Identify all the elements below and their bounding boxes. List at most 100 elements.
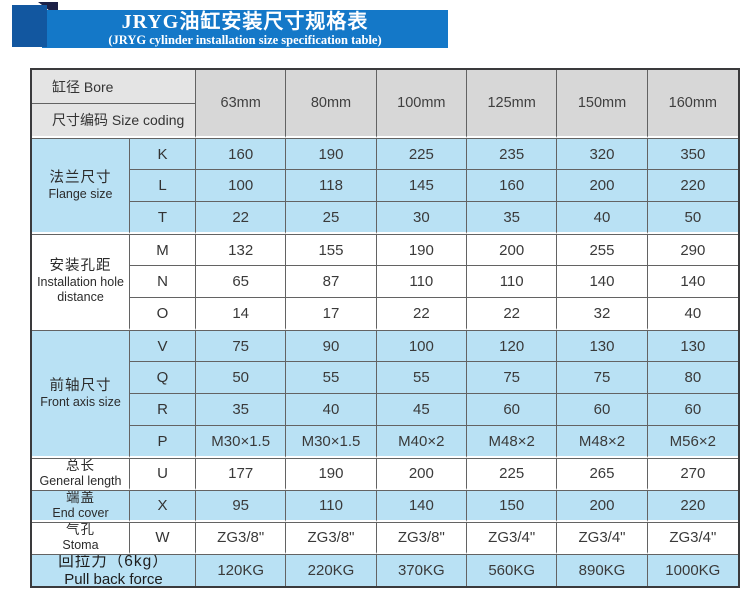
title-ribbon: JRYG油缸安装尺寸规格表 (JRYG cylinder installatio… — [42, 10, 448, 48]
decor-square — [12, 5, 47, 47]
cell-V-63mm: 75 — [196, 330, 287, 362]
cell-U-150mm: 265 — [557, 458, 648, 490]
cell-N-125mm: 110 — [467, 266, 558, 298]
row-code-K: K — [130, 138, 196, 170]
cell-R-100mm: 45 — [376, 394, 467, 426]
cell-P-160mm: M56×2 — [647, 426, 738, 458]
cell-L-63mm: 100 — [196, 170, 287, 202]
cell-L-150mm: 200 — [557, 170, 648, 202]
cell-T-160mm: 50 — [647, 202, 738, 234]
cell-T-80mm: 25 — [286, 202, 377, 234]
section-label-stoma: 气孔 Stoma — [32, 522, 130, 554]
cell-K-150mm: 320 — [557, 138, 648, 170]
section-label-pull-back-force: 回拉力（6kg） Pull back force — [32, 554, 196, 586]
cell-K-125mm: 235 — [467, 138, 558, 170]
cell-pull-back-force-100mm: 370KG — [376, 554, 467, 586]
cell-T-100mm: 30 — [376, 202, 467, 234]
row-code-O: O — [130, 298, 196, 330]
cell-U-160mm: 270 — [647, 458, 738, 490]
cell-X-63mm: 95 — [196, 490, 287, 522]
page-subtitle: (JRYG cylinder installation size specifi… — [108, 32, 382, 47]
cell-Q-160mm: 80 — [647, 362, 738, 394]
page-title: JRYG油缸安装尺寸规格表 — [121, 10, 369, 33]
cell-W-125mm: ZG3/4" — [467, 522, 558, 554]
cell-pull-back-force-63mm: 120KG — [196, 554, 287, 586]
cell-K-80mm: 190 — [286, 138, 377, 170]
cell-N-80mm: 87 — [286, 266, 377, 298]
section-label-installation-hole-distance: 安装孔距 Installation hole distance — [32, 234, 130, 330]
cell-Q-150mm: 75 — [557, 362, 648, 394]
cell-U-80mm: 190 — [286, 458, 377, 490]
title-banner: JRYG油缸安装尺寸规格表 (JRYG cylinder installatio… — [0, 0, 750, 60]
row-code-U: U — [130, 458, 196, 490]
cell-Q-80mm: 55 — [286, 362, 377, 394]
cell-M-100mm: 190 — [376, 234, 467, 266]
cell-P-63mm: M30×1.5 — [196, 426, 287, 458]
cell-V-150mm: 130 — [557, 330, 648, 362]
cell-M-125mm: 200 — [467, 234, 558, 266]
cell-O-160mm: 40 — [647, 298, 738, 330]
cell-U-125mm: 225 — [467, 458, 558, 490]
cell-W-63mm: ZG3/8" — [196, 522, 287, 554]
row-code-V: V — [130, 330, 196, 362]
cell-W-80mm: ZG3/8" — [286, 522, 377, 554]
cell-P-80mm: M30×1.5 — [286, 426, 377, 458]
cell-N-100mm: 110 — [376, 266, 467, 298]
cell-X-125mm: 150 — [467, 490, 558, 522]
cell-L-160mm: 220 — [647, 170, 738, 202]
cell-R-160mm: 60 — [647, 394, 738, 426]
section-label-front-axis-size: 前轴尺寸 Front axis size — [32, 330, 130, 458]
cell-U-63mm: 177 — [196, 458, 287, 490]
row-code-M: M — [130, 234, 196, 266]
cell-X-150mm: 200 — [557, 490, 648, 522]
row-code-X: X — [130, 490, 196, 522]
column-header-150mm: 150mm — [557, 70, 648, 138]
cell-V-160mm: 130 — [647, 330, 738, 362]
cell-R-125mm: 60 — [467, 394, 558, 426]
cell-O-80mm: 17 — [286, 298, 377, 330]
cell-P-125mm: M48×2 — [467, 426, 558, 458]
row-code-R: R — [130, 394, 196, 426]
row-code-L: L — [130, 170, 196, 202]
cell-N-63mm: 65 — [196, 266, 287, 298]
cell-W-150mm: ZG3/4" — [557, 522, 648, 554]
cell-V-80mm: 90 — [286, 330, 377, 362]
cell-P-150mm: M48×2 — [557, 426, 648, 458]
cell-W-100mm: ZG3/8" — [376, 522, 467, 554]
header-bore-label: 缸径 Bore — [32, 70, 196, 104]
cell-R-80mm: 40 — [286, 394, 377, 426]
cell-O-150mm: 32 — [557, 298, 648, 330]
cell-U-100mm: 200 — [376, 458, 467, 490]
cell-M-63mm: 132 — [196, 234, 287, 266]
cell-P-100mm: M40×2 — [376, 426, 467, 458]
cell-O-63mm: 14 — [196, 298, 287, 330]
row-code-P: P — [130, 426, 196, 458]
cell-pull-back-force-150mm: 890KG — [557, 554, 648, 586]
spec-table: 缸径 Bore 尺寸编码 Size coding 63mm 80mm 100mm 125m… — [30, 68, 740, 588]
column-header-125mm: 125mm — [467, 70, 558, 138]
cell-L-125mm: 160 — [467, 170, 558, 202]
cell-Q-125mm: 75 — [467, 362, 558, 394]
column-header-100mm: 100mm — [376, 70, 467, 138]
cell-M-150mm: 255 — [557, 234, 648, 266]
cell-M-80mm: 155 — [286, 234, 377, 266]
cell-pull-back-force-125mm: 560KG — [467, 554, 558, 586]
cell-pull-back-force-160mm: 1000KG — [647, 554, 738, 586]
cell-X-160mm: 220 — [647, 490, 738, 522]
cell-K-160mm: 350 — [647, 138, 738, 170]
cell-K-63mm: 160 — [196, 138, 287, 170]
cell-Q-63mm: 50 — [196, 362, 287, 394]
column-header-80mm: 80mm — [286, 70, 377, 138]
cell-V-100mm: 100 — [376, 330, 467, 362]
row-code-W: W — [130, 522, 196, 554]
cell-X-100mm: 140 — [376, 490, 467, 522]
cell-X-80mm: 110 — [286, 490, 377, 522]
column-header-63mm: 63mm — [196, 70, 287, 138]
cell-T-63mm: 22 — [196, 202, 287, 234]
row-code-T: T — [130, 202, 196, 234]
cell-O-100mm: 22 — [376, 298, 467, 330]
row-code-Q: Q — [130, 362, 196, 394]
cell-Q-100mm: 55 — [376, 362, 467, 394]
cell-R-63mm: 35 — [196, 394, 287, 426]
cell-K-100mm: 225 — [376, 138, 467, 170]
